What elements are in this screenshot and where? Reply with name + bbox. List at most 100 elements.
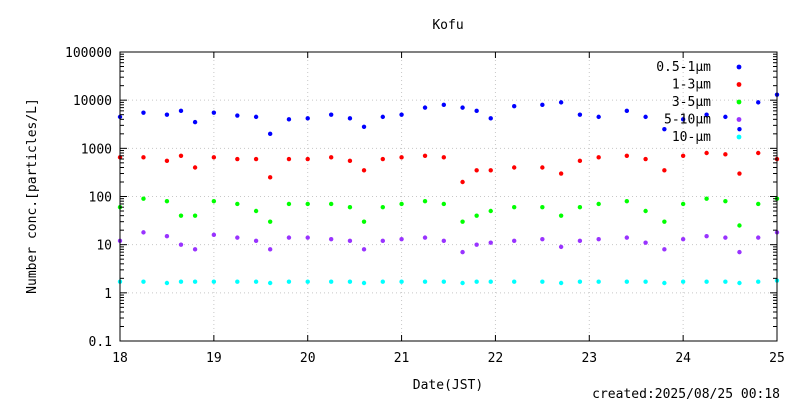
data-point [253, 114, 259, 120]
data-point [178, 279, 184, 284]
data-point [305, 116, 310, 121]
x-tick-label: 25 [769, 351, 785, 366]
data-point [577, 238, 583, 244]
data-point [577, 204, 583, 210]
data-point [253, 156, 259, 162]
created-timestamp: created:2025/08/25 00:18 [592, 387, 780, 400]
data-point [624, 108, 630, 114]
data-point [422, 153, 428, 158]
data-point [756, 279, 761, 284]
y-tick-label: 10000 [73, 94, 112, 109]
data-point [662, 168, 667, 173]
data-point [286, 279, 292, 284]
data-point [756, 201, 761, 207]
data-point [192, 119, 198, 125]
data-point [460, 105, 465, 110]
data-point [460, 179, 465, 185]
legend-label: 10-μm [672, 130, 711, 145]
data-point [474, 168, 479, 173]
y-tick-label: 100000 [65, 46, 112, 61]
data-point [399, 279, 404, 284]
data-point [558, 213, 564, 218]
data-point [305, 235, 310, 240]
data-point [235, 156, 240, 162]
data-point [399, 155, 404, 160]
data-point [441, 102, 447, 108]
data-point [460, 280, 465, 286]
data-point [596, 279, 601, 284]
data-point [235, 113, 240, 118]
data-point [460, 249, 465, 255]
data-point [164, 233, 170, 239]
data-point [474, 279, 479, 284]
data-point [211, 232, 217, 238]
data-point [267, 175, 273, 180]
data-point [211, 279, 217, 284]
data-point [680, 117, 686, 122]
data-point [624, 198, 630, 204]
data-point [178, 153, 184, 158]
data-point [441, 279, 447, 284]
x-tick-label: 18 [112, 351, 128, 366]
data-point [474, 213, 479, 218]
data-point [624, 279, 630, 284]
data-point [577, 158, 583, 164]
data-point [662, 247, 667, 252]
data-point [474, 108, 479, 114]
x-tick-label: 22 [488, 351, 504, 366]
data-point [558, 100, 564, 105]
data-point [680, 201, 686, 207]
data-point [756, 100, 761, 105]
data-point [399, 236, 404, 242]
data-point [286, 235, 292, 240]
data-point [380, 238, 385, 244]
data-point [512, 279, 517, 284]
data-point [141, 110, 146, 115]
x-tick-label: 19 [206, 351, 222, 366]
data-point [643, 240, 648, 245]
x-axis: 18 19 20 21 22 23 24 25 [112, 52, 785, 366]
data-point [540, 279, 545, 284]
data-point [441, 201, 447, 207]
data-point [305, 156, 310, 162]
legend-marker [736, 82, 742, 87]
data-point [441, 238, 447, 244]
data-point [141, 230, 146, 235]
data-point [399, 112, 404, 117]
data-point [328, 112, 334, 117]
data-point [211, 110, 217, 115]
data-point [286, 201, 292, 207]
data-point [643, 114, 648, 120]
y-tick-label: 10 [96, 239, 112, 254]
data-point [737, 223, 742, 228]
series-points [117, 278, 780, 286]
legend-marker [736, 99, 742, 105]
data-point [704, 150, 709, 156]
y-axis-label: Number conc.[particles/L] [25, 98, 40, 294]
y-tick-label: 1 [104, 287, 112, 302]
data-point [680, 236, 686, 242]
data-point [380, 114, 385, 120]
data-point [460, 219, 465, 224]
data-point [347, 204, 353, 210]
data-point [211, 155, 217, 160]
data-point [361, 219, 367, 224]
data-point [643, 279, 648, 284]
data-point [422, 279, 428, 284]
data-point [474, 242, 479, 247]
data-point [577, 279, 583, 284]
data-point [737, 280, 742, 286]
data-point [577, 112, 583, 117]
data-point [737, 171, 742, 176]
data-point [164, 158, 170, 164]
data-point [723, 235, 728, 240]
data-point [328, 155, 334, 160]
data-point [512, 238, 517, 244]
data-point [305, 201, 310, 207]
y-tick-label: 100 [89, 191, 112, 206]
data-point [540, 236, 545, 242]
data-point [756, 150, 761, 156]
data-point [596, 236, 601, 242]
data-point [141, 155, 146, 160]
